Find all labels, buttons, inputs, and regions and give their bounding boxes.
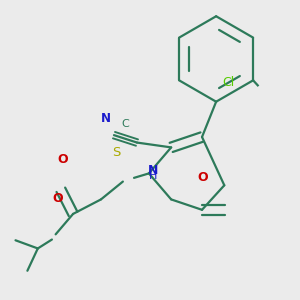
- Text: H: H: [149, 171, 157, 181]
- Text: O: O: [57, 153, 68, 166]
- Text: O: O: [52, 192, 63, 205]
- Text: N: N: [148, 164, 158, 177]
- Text: C: C: [122, 119, 129, 129]
- Text: Cl: Cl: [223, 76, 235, 89]
- Text: N: N: [100, 112, 110, 125]
- Text: S: S: [112, 146, 120, 159]
- Text: O: O: [197, 171, 208, 184]
